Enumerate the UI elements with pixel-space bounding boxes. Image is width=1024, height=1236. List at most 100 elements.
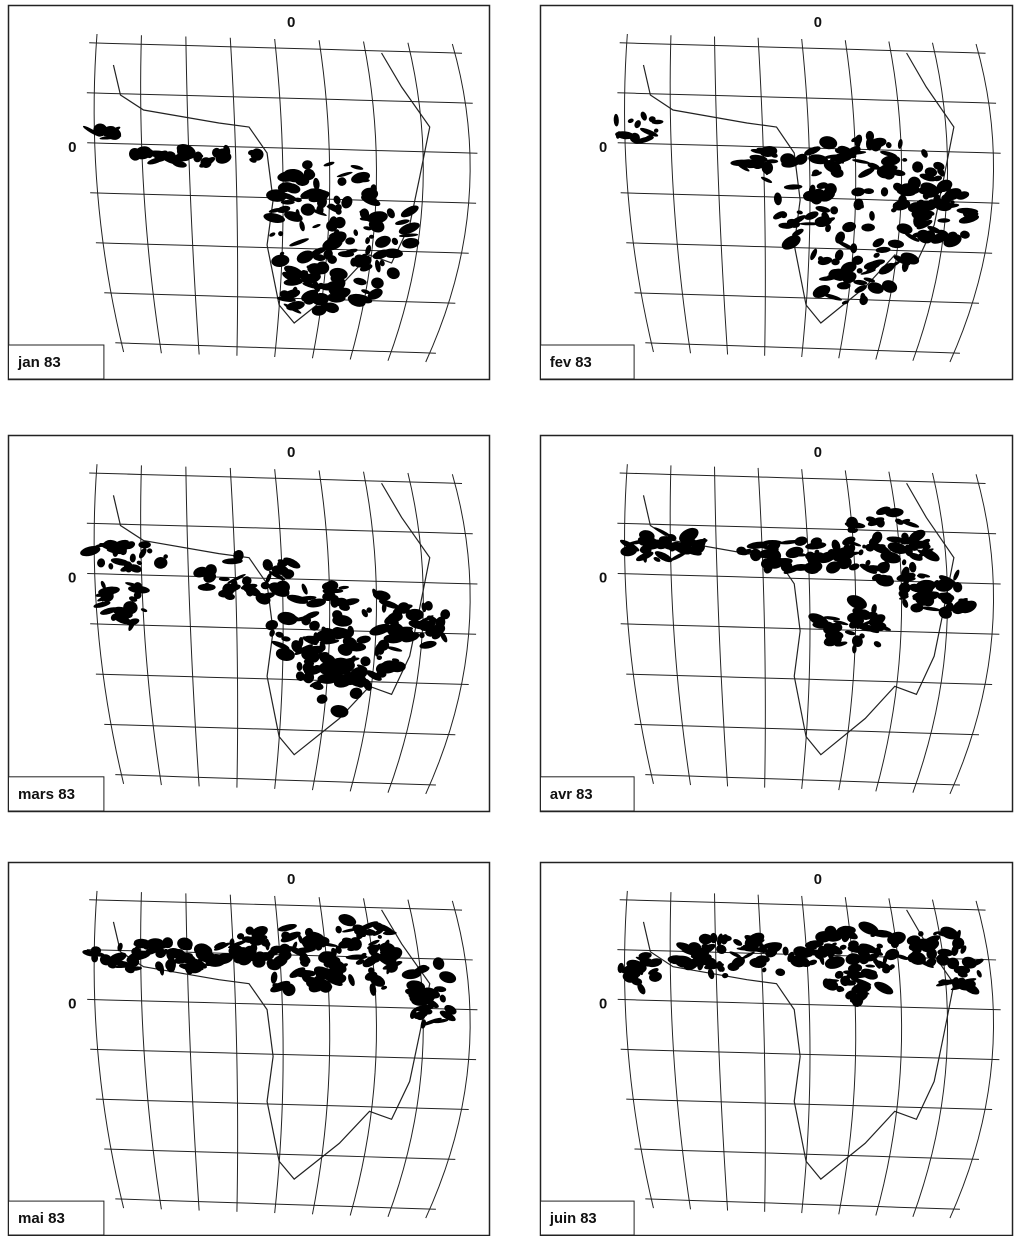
- cloud-blob: [438, 969, 458, 985]
- cloud-blob: [857, 166, 876, 180]
- cloud-blob: [431, 956, 446, 972]
- panel-frame: [540, 862, 1012, 1235]
- cloud-blob: [96, 558, 105, 568]
- parallel-label: 0: [68, 570, 76, 587]
- cloud-blob: [263, 211, 286, 224]
- cloud-blob: [851, 187, 865, 197]
- cloud-blob: [300, 583, 309, 596]
- cloud-blob: [858, 294, 870, 306]
- cloud-blob: [784, 545, 804, 560]
- cloud-blob: [146, 548, 153, 555]
- cloud-blob: [901, 519, 920, 529]
- cloud-blob: [108, 563, 114, 570]
- panel-frame: [540, 436, 1012, 812]
- cloud-blob: [873, 252, 881, 259]
- cloud-blob: [613, 114, 619, 127]
- parallel-label: 0: [599, 140, 607, 156]
- cloud-blob: [857, 268, 863, 274]
- cloud-blob: [200, 157, 211, 168]
- cloud-blob: [722, 973, 729, 979]
- map-panel: 00juin 83: [540, 862, 1012, 1235]
- cloud-blob: [863, 188, 874, 194]
- meridian-label: 0: [814, 444, 822, 461]
- cloud-blob: [350, 170, 372, 186]
- cloud-blob: [347, 973, 356, 987]
- panel-label: avr 83: [550, 786, 593, 803]
- cloud-blob: [902, 158, 907, 162]
- cloud-blob: [888, 239, 905, 249]
- cloud-blob: [850, 243, 857, 253]
- cloud-blob: [633, 119, 642, 129]
- cloud-blob: [298, 220, 305, 231]
- cloud-blob: [715, 943, 728, 955]
- cloud-blob: [335, 925, 343, 934]
- cloud-blob: [921, 606, 941, 612]
- cloud-blob: [824, 954, 847, 971]
- cloud-blob: [908, 561, 917, 573]
- cloud-blob: [952, 569, 961, 582]
- cloud-blob: [897, 139, 903, 150]
- meridian-label: 0: [814, 872, 822, 888]
- map-panel: 0 0 mai 83: [9, 862, 490, 1235]
- panel-frame: [9, 862, 490, 1235]
- cloud-blob: [140, 607, 148, 612]
- cloud-blob: [370, 276, 385, 289]
- panel-label: jan 83: [17, 354, 61, 371]
- meridian-label: 0: [287, 871, 295, 888]
- cloud-blob: [277, 923, 297, 933]
- cloud-blob: [289, 237, 310, 248]
- cloud-blob: [390, 237, 399, 247]
- cloud-blob: [901, 559, 906, 566]
- cloud-blob: [296, 662, 302, 671]
- cloud-blob: [332, 195, 342, 206]
- cloud-blob: [872, 979, 895, 997]
- cloud-blob: [873, 640, 883, 649]
- cloud-blob: [937, 218, 950, 223]
- parallel-label: 0: [68, 996, 76, 1013]
- cloud-blob: [894, 517, 904, 526]
- cloud-blob: [910, 159, 925, 174]
- cloud-blob: [286, 593, 309, 606]
- panel-label: fev 83: [550, 355, 592, 371]
- cloud-blob: [222, 558, 243, 565]
- cloud-blob: [732, 938, 743, 948]
- panel-frame: [9, 6, 490, 380]
- cloud-blob: [138, 541, 150, 548]
- cloud-blob: [865, 964, 875, 968]
- cloud-blob: [137, 547, 148, 560]
- cloud-blob: [269, 232, 277, 238]
- cloud-blob: [312, 223, 321, 229]
- cloud-blob: [812, 621, 833, 629]
- cloud-blob: [337, 176, 348, 186]
- cloud-blob: [775, 968, 786, 977]
- cloud-blob: [350, 164, 364, 171]
- cloud-blob: [302, 160, 313, 170]
- parallel-label: 0: [599, 570, 607, 587]
- cloud-blob: [353, 229, 359, 237]
- parallel-label: 0: [68, 139, 76, 156]
- cloud-blob: [976, 969, 983, 978]
- cloud-blob: [345, 237, 356, 245]
- cloud-blob: [336, 171, 353, 178]
- cloud-blob: [830, 206, 839, 215]
- cloud-blob: [920, 148, 929, 159]
- cloud-blob: [822, 292, 842, 302]
- cloud-blob: [853, 283, 868, 294]
- cloud-blob: [880, 278, 899, 295]
- cloud-blob: [809, 248, 819, 261]
- cloud-blob: [377, 934, 382, 939]
- cloud-blob: [861, 223, 875, 231]
- cloud-blob: [779, 232, 803, 252]
- cloud-blob: [639, 111, 648, 122]
- cloud-blob: [875, 246, 890, 253]
- cloud-blob: [869, 211, 875, 221]
- panel-label: mai 83: [18, 1210, 65, 1227]
- cloud-blob: [353, 277, 368, 287]
- map-panel: 0 0 avr 83: [540, 436, 1012, 812]
- cloud-blob: [167, 964, 175, 973]
- cloud-blob: [264, 619, 279, 632]
- meridian-label: 0: [287, 444, 295, 461]
- cloud-blob: [198, 584, 216, 591]
